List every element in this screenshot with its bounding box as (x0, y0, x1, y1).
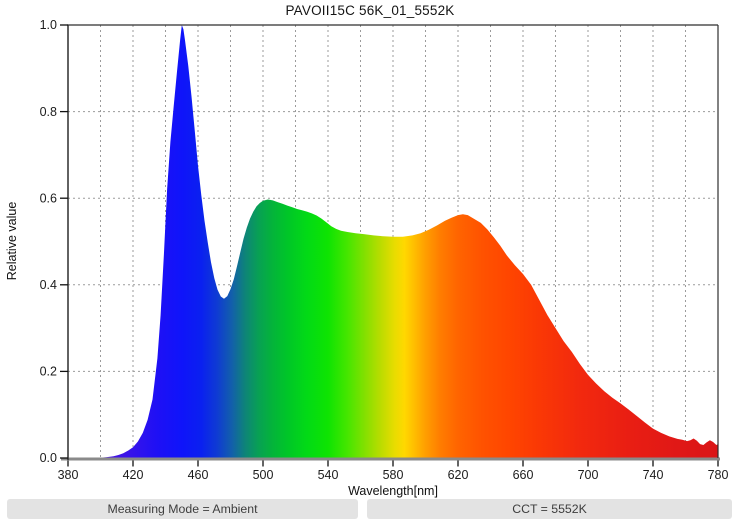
measuring-mode-badge: Measuring Mode = Ambient (7, 499, 358, 519)
x-tick-label: 580 (383, 468, 404, 482)
y-tick-label: 0.0 (40, 451, 57, 465)
x-tick-label: 620 (448, 468, 469, 482)
x-tick-label: 740 (643, 468, 664, 482)
x-tick-label: 540 (318, 468, 339, 482)
y-tick-label: 0.4 (40, 278, 57, 292)
y-axis-label: Relative value (5, 202, 19, 281)
chart-title: PAVOII15C 56K_01_5552K (285, 3, 455, 18)
y-tick-label: 0.2 (40, 365, 57, 379)
x-axis-label: Wavelength[nm] (348, 484, 438, 498)
x-tick-label: 500 (253, 468, 274, 482)
y-tick-label: 0.8 (40, 105, 57, 119)
x-tick-label: 660 (513, 468, 534, 482)
spectrum-area (68, 25, 718, 458)
y-tick-label: 1.0 (40, 18, 57, 32)
x-tick-label: 380 (58, 468, 79, 482)
x-tick-label: 460 (188, 468, 209, 482)
y-tick-label: 0.6 (40, 191, 57, 205)
x-tick-label: 420 (123, 468, 144, 482)
x-tick-label: 780 (708, 468, 729, 482)
cct-badge: CCT = 5552K (367, 499, 732, 519)
spectrum-chart: 380 420 460 500 540 580 620 660 700 740 780 0.0 0.2 0… (5, 18, 729, 498)
x-tick-label: 700 (578, 468, 599, 482)
